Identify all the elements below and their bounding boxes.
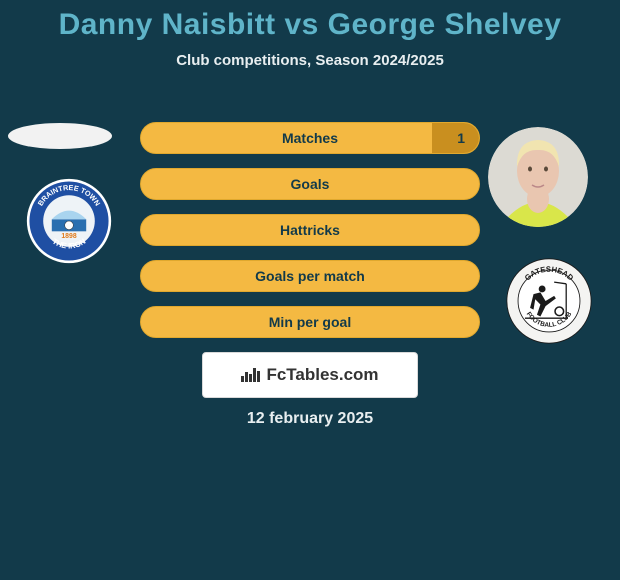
page-title: Danny Naisbitt vs George Shelvey	[0, 0, 620, 42]
stat-bar-label: Min per goal	[141, 314, 479, 330]
subtitle: Club competitions, Season 2024/2025	[0, 52, 620, 69]
stat-bar: Min per goal	[140, 306, 480, 338]
stat-bar-label: Goals	[141, 176, 479, 192]
braintree-crest-icon: BRAINTREE TOWN THE IRON 1898	[26, 178, 112, 264]
stat-bar: Hattricks	[140, 214, 480, 246]
comparison-card: Danny Naisbitt vs George Shelvey Club co…	[0, 0, 620, 580]
stat-bar-label: Hattricks	[141, 222, 479, 238]
club-right-crest: GATESHEAD FOOTBALL CLUB	[506, 258, 592, 344]
avatar-illustration	[488, 127, 588, 227]
bar-chart-icon	[241, 368, 260, 382]
stat-bar-label: Matches	[141, 130, 479, 146]
player-left-avatar	[8, 123, 112, 149]
stat-bar-right-value: 1	[457, 130, 465, 146]
stat-bar-right-fill	[432, 123, 479, 153]
stat-bar: Matches1	[140, 122, 480, 154]
stat-bar: Goals per match	[140, 260, 480, 292]
logo-text: FcTables.com	[266, 365, 378, 385]
club-left-crest: BRAINTREE TOWN THE IRON 1898	[26, 178, 112, 264]
date-line: 12 february 2025	[0, 410, 620, 428]
fctables-logo: FcTables.com	[202, 352, 418, 398]
comparison-bars: Matches1 Goals Hattricks Goals per match Min…	[140, 122, 480, 352]
player-right-avatar	[488, 127, 588, 227]
stat-bar: Goals	[140, 168, 480, 200]
gateshead-crest-icon: GATESHEAD FOOTBALL CLUB	[506, 258, 592, 344]
stat-bar-label: Goals per match	[141, 268, 479, 284]
svg-text:1898: 1898	[61, 233, 76, 240]
